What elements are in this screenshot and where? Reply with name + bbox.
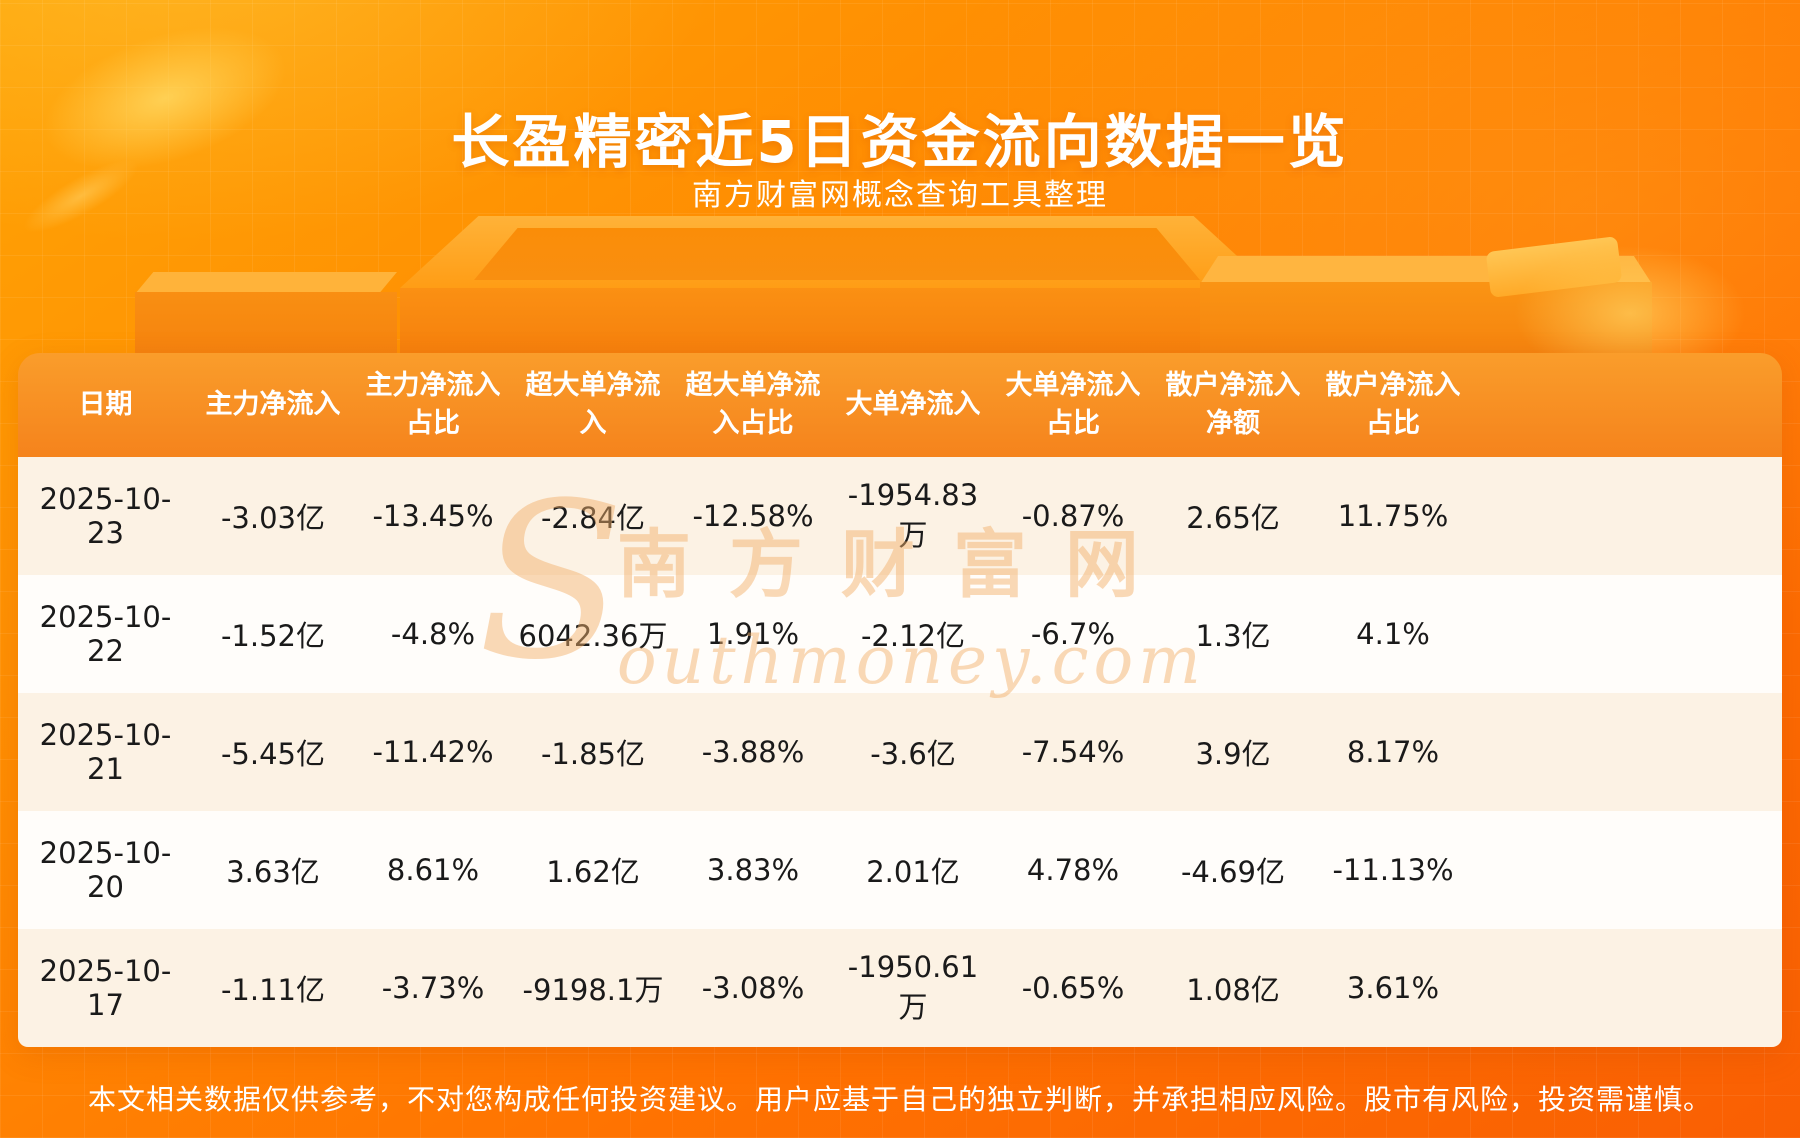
value-cell: 8.17% [1346, 735, 1440, 769]
row-spacer [1473, 929, 1782, 1047]
value-cell: -4.8% [390, 617, 476, 651]
fund-flow-table: 日期 主力净流入 主力净流入占比 超大单净流入 超大单净流入占比 大单净流入 大单净流入占比… [18, 353, 1782, 1047]
box-right-top-decoration [1200, 256, 1652, 284]
column-header-7: 散户净流入净额 [1165, 370, 1301, 439]
box-left-top-decoration [135, 272, 397, 294]
row-spacer [1473, 575, 1782, 693]
value-cell: -1.52亿 [220, 619, 326, 653]
value-cell: -1950.61万 [847, 950, 979, 1024]
value-cell: 1.3亿 [1195, 619, 1271, 653]
value-cell: -1954.83万 [847, 478, 979, 552]
disclaimer-text: 本文相关数据仅供参考，不对您构成任何投资建议。用户应基于自己的独立判断，并承担相… [87, 1083, 1712, 1116]
date-cell: 2025-10-20 [39, 836, 172, 904]
column-header-5: 大单净流入 [845, 389, 981, 421]
table-row: 2025-10-23 -3.03亿 -13.45% -2.84亿 -12.58% -195… [18, 457, 1782, 575]
value-cell: 3.63亿 [226, 855, 320, 889]
value-cell: 8.61% [386, 853, 480, 887]
box-right-front-decoration [1200, 282, 1652, 358]
value-cell: 2.65亿 [1186, 501, 1280, 535]
value-cell: 3.9亿 [1195, 737, 1271, 771]
value-cell: 3.61% [1346, 971, 1440, 1005]
value-cell: -0.65% [1021, 971, 1125, 1005]
value-cell: -6.7% [1030, 617, 1116, 651]
page-title: 长盈精密近5日资金流向数据一览 [451, 107, 1349, 176]
value-cell: -3.88% [701, 735, 805, 769]
page-subtitle: 南方财富网概念查询工具整理 [692, 178, 1108, 213]
value-cell: -2.12亿 [860, 619, 966, 653]
table-header-row: 日期 主力净流入 主力净流入占比 超大单净流入 超大单净流入占比 大单净流入 大单净流入占比… [18, 353, 1782, 457]
date-cell: 2025-10-21 [39, 718, 172, 786]
data-table: 日期 主力净流入 主力净流入占比 超大单净流入 超大单净流入占比 大单净流入 大单净流入占比… [18, 353, 1782, 1047]
row-spacer [1473, 811, 1782, 929]
column-header-1: 主力净流入 [205, 389, 341, 421]
podium-front-decoration [400, 288, 1272, 358]
date-cell: 2025-10-22 [39, 600, 172, 668]
value-cell: -3.73% [381, 971, 485, 1005]
table-row: 2025-10-21 -5.45亿 -11.42% -1.85亿 -3.88% -3.6亿… [18, 693, 1782, 811]
box-left-front-decoration [135, 292, 397, 358]
value-cell: -1.11亿 [220, 973, 326, 1007]
value-cell: 2.01亿 [866, 855, 960, 889]
value-cell: -3.03亿 [220, 501, 326, 535]
column-header-0: 日期 [78, 389, 133, 421]
value-cell: -9198.1万 [522, 973, 664, 1007]
value-cell: -5.45亿 [220, 737, 326, 771]
table-row: 2025-10-20 3.63亿 8.61% 1.62亿 3.83% 2.01亿 4.78%… [18, 811, 1782, 929]
value-cell: 4.1% [1356, 617, 1430, 651]
column-header-6: 大单净流入占比 [1005, 370, 1141, 439]
column-header-2: 主力净流入占比 [365, 370, 501, 439]
podium-inner-decoration [474, 228, 1200, 280]
value-cell: -11.13% [1332, 853, 1454, 887]
value-cell: -12.58% [692, 499, 814, 533]
value-cell: -3.6亿 [870, 737, 956, 771]
value-cell: 3.83% [706, 853, 800, 887]
table-row: 2025-10-17 -1.11亿 -3.73% -9198.1万 -3.08% -195… [18, 929, 1782, 1047]
column-header-3: 超大单净流入 [525, 370, 661, 439]
value-cell: -13.45% [372, 499, 494, 533]
value-cell: -7.54% [1021, 735, 1125, 769]
value-cell: -4.69亿 [1180, 855, 1286, 889]
value-cell: 4.78% [1026, 853, 1120, 887]
row-spacer [1473, 457, 1782, 575]
row-spacer [1473, 693, 1782, 811]
value-cell: -11.42% [372, 735, 494, 769]
value-cell: 6042.36万 [518, 619, 668, 653]
value-cell: -3.08% [701, 971, 805, 1005]
date-cell: 2025-10-17 [39, 954, 172, 1022]
value-cell: 1.91% [706, 617, 800, 651]
date-cell: 2025-10-23 [39, 482, 172, 550]
header-spacer [1473, 353, 1782, 457]
value-cell: -1.85亿 [540, 737, 646, 771]
value-cell: 1.08亿 [1186, 973, 1280, 1007]
value-cell: 1.62亿 [546, 855, 640, 889]
value-cell: -2.84亿 [540, 501, 646, 535]
podium-top-decoration [400, 216, 1272, 288]
column-header-4: 超大单净流入占比 [685, 370, 821, 439]
cube-decoration-right [1485, 236, 1623, 298]
table-row: 2025-10-22 -1.52亿 -4.8% 6042.36万 1.91% -2.12亿… [18, 575, 1782, 693]
value-cell: 11.75% [1337, 499, 1449, 533]
value-cell: -0.87% [1021, 499, 1125, 533]
column-header-8: 散户净流入占比 [1325, 370, 1461, 439]
